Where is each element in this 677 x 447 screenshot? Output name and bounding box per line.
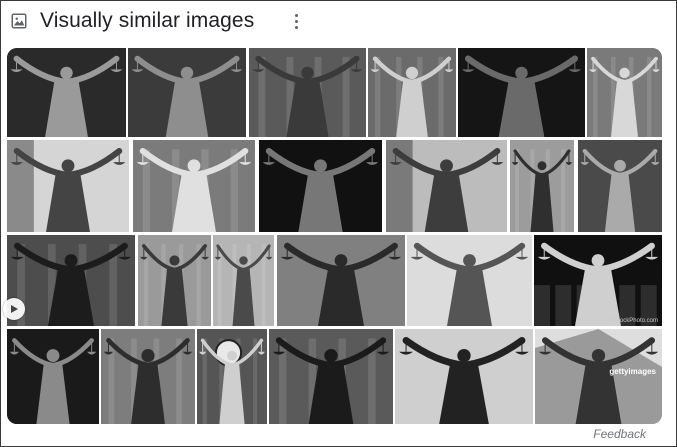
watermark-text: © CanStockPhoto.com — [597, 318, 658, 324]
image-result-thumbnail[interactable] — [386, 140, 507, 232]
more-vert-icon[interactable] — [290, 11, 302, 31]
image-result-thumbnail[interactable] — [510, 140, 574, 232]
statue-photo — [7, 140, 129, 232]
statue-photo — [510, 140, 574, 232]
statue-photo — [368, 48, 456, 137]
panel-title: Visually similar images — [40, 9, 254, 33]
image-result-thumbnail[interactable] — [133, 140, 255, 232]
image-result-thumbnail[interactable] — [138, 235, 211, 326]
image-result-thumbnail[interactable] — [249, 48, 366, 137]
image-result-thumbnail[interactable] — [197, 329, 267, 424]
statue-photo — [277, 235, 405, 326]
image-result-thumbnail[interactable] — [277, 235, 405, 326]
image-result-thumbnail[interactable] — [458, 48, 585, 137]
statue-photo — [269, 329, 393, 424]
image-result-thumbnail[interactable]: © CanStockPhoto.com — [534, 235, 662, 326]
image-result-thumbnail[interactable]: gettyimages — [535, 329, 662, 424]
statue-photo — [386, 140, 507, 232]
statue-photo — [535, 329, 662, 424]
image-result-thumbnail[interactable] — [578, 140, 662, 232]
image-result-thumbnail[interactable] — [213, 235, 274, 326]
image-result-thumbnail[interactable] — [7, 235, 135, 326]
statue-photo — [534, 235, 662, 326]
panel-header: Visually similar images — [10, 8, 330, 34]
statue-photo — [458, 48, 585, 137]
statue-photo — [101, 329, 195, 424]
image-result-thumbnail[interactable] — [269, 329, 393, 424]
statue-photo — [407, 235, 532, 326]
statue-photo — [197, 329, 267, 424]
statue-photo — [133, 140, 255, 232]
image-icon — [10, 12, 28, 30]
feedback-link[interactable]: Feedback — [593, 427, 646, 441]
image-result-thumbnail[interactable] — [7, 48, 126, 137]
statue-photo — [138, 235, 211, 326]
play-icon[interactable] — [3, 298, 25, 320]
image-result-thumbnail[interactable] — [407, 235, 532, 326]
statue-photo — [249, 48, 366, 137]
statue-photo — [587, 48, 662, 137]
statue-photo — [7, 235, 135, 326]
image-result-thumbnail[interactable] — [368, 48, 456, 137]
image-results-grid: © CanStockPhoto.com gettyimages — [7, 48, 662, 424]
statue-photo — [259, 140, 382, 232]
image-result-thumbnail[interactable] — [101, 329, 195, 424]
statue-photo — [128, 48, 246, 137]
image-result-thumbnail[interactable] — [7, 140, 129, 232]
brand-mark: gettyimages — [609, 367, 656, 376]
image-result-thumbnail[interactable] — [128, 48, 246, 137]
statue-photo — [213, 235, 274, 326]
image-result-thumbnail[interactable] — [7, 329, 99, 424]
image-result-thumbnail[interactable] — [587, 48, 662, 137]
statue-photo — [7, 48, 126, 137]
statue-photo — [395, 329, 533, 424]
image-result-thumbnail[interactable] — [259, 140, 382, 232]
statue-photo — [578, 140, 662, 232]
statue-photo — [7, 329, 99, 424]
image-result-thumbnail[interactable] — [395, 329, 533, 424]
